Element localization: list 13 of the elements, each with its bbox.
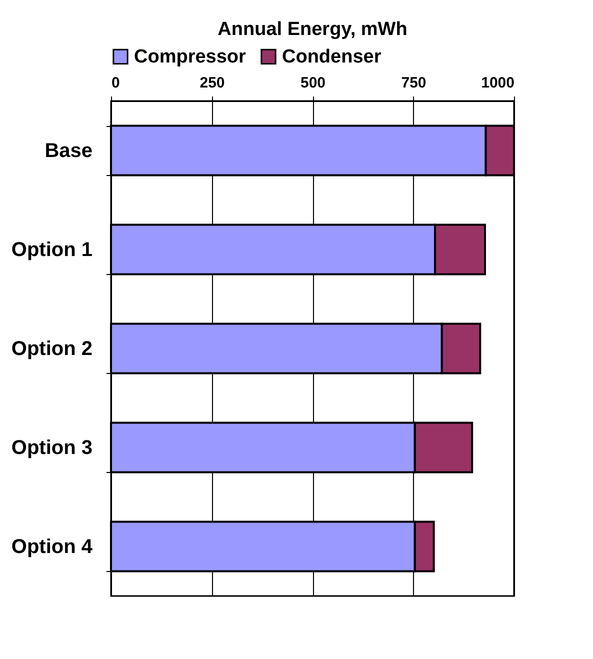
y-tick-label: Option 1 — [11, 239, 92, 261]
x-tick-label: 750 — [401, 74, 426, 92]
y-tick-label: Option 4 — [11, 536, 94, 558]
x-tick-label: 0 — [112, 74, 120, 92]
x-tick-label: 500 — [300, 74, 326, 92]
y-tick-label: Base — [44, 140, 92, 162]
x-tick-label: 1000 — [481, 74, 514, 92]
legend-label: Condenser — [282, 46, 382, 68]
chart-title: Annual Energy, mWh — [218, 19, 408, 40]
legend-label: Compressor — [134, 46, 247, 68]
y-tick-label: Option 2 — [11, 338, 92, 360]
x-tick-label: 250 — [200, 74, 225, 92]
y-tick-label: Option 3 — [11, 437, 92, 459]
